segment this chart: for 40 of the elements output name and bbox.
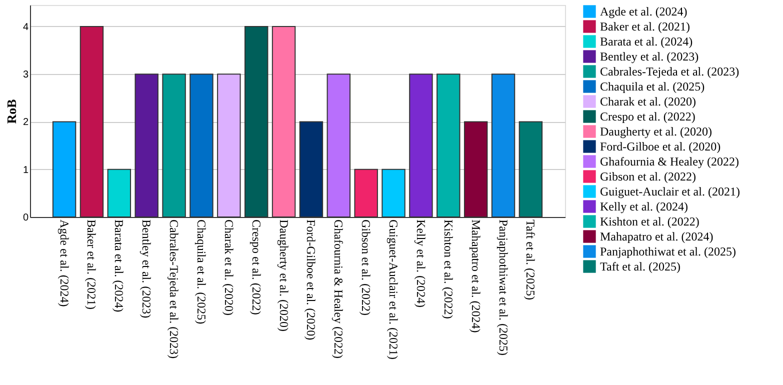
x-tick-label: Guiguet-Auclair et al. (2021) [386,220,401,360]
y-tick-label: 0 [22,212,29,224]
legend-label: Ford-Gilboe et al. (2020) [600,140,721,154]
legend-label: Ghafournia & Healey (2022) [600,154,739,168]
x-tick-label: Taft et al. (2025) [524,220,538,300]
x-tick-label: Daugherty et al. (2020) [276,220,291,332]
legend-label: Panjaphothiwat et al. (2025) [600,244,736,258]
y-tick-label: 2 [22,117,29,128]
x-tick-label: Kelly et al. (2024) [414,220,428,308]
y-tick-label: 1 [22,164,29,176]
legend-label: Barata et al. (2024) [600,34,693,48]
legend-label: Charak et al. (2020) [600,94,696,108]
legend-label: Baker et al. (2021) [600,20,690,34]
legend-label: Daugherty et al. (2020) [600,124,712,138]
x-tick-label: Ghafournia & Healey (2022) [332,220,346,358]
x-tick-label: Gibson et al. (2022) [359,220,374,316]
legend-label: Agde et al. (2024) [600,4,688,18]
x-tick-label: Mahapatro et al. (2024) [468,220,483,333]
x-tick-label: Agde et al. (2024) [57,220,72,307]
x-tick-label: Baker et al. (2021) [84,220,99,310]
legend-label: Cabrales-Tejeda et al. (2023) [600,64,740,78]
x-tick-label: Charak et al. (2020) [222,220,236,316]
legend-label: Chaquila et al. (2025) [600,80,705,94]
legend-label: Bentley et al. (2023) [600,50,699,64]
x-tick-label: Kishton et al. (2022) [441,220,456,319]
x-tick-label: Chaquila et al. (2025) [194,220,208,324]
legend-label: Guiguet-Auclair et al. (2021) [600,184,740,198]
x-tick-label: Panjaphothiwat et al. (2025) [496,220,510,356]
legend-label: Kelly et al. (2024) [600,200,688,214]
y-tick-label: 3 [22,70,29,81]
x-tick-label: Crespo et al. (2022) [249,220,264,315]
legend-label: Gibson et al. (2022) [600,170,696,184]
legend-label: Crespo et al. (2022) [600,110,696,124]
x-tick-label: Bentley et al. (2023) [140,220,154,318]
x-tick-label: Barata et al. (2024) [112,220,126,312]
y-tick-label: 4 [22,22,29,33]
x-tick-label: Ford-Gilboe et al. (2020) [304,220,318,340]
y-axis-title: RoB [4,98,19,124]
x-tick-label: Cabrales-Tejeda et al. (2023) [167,220,182,359]
legend-label: Mahapatro et al. (2024) [600,230,714,244]
